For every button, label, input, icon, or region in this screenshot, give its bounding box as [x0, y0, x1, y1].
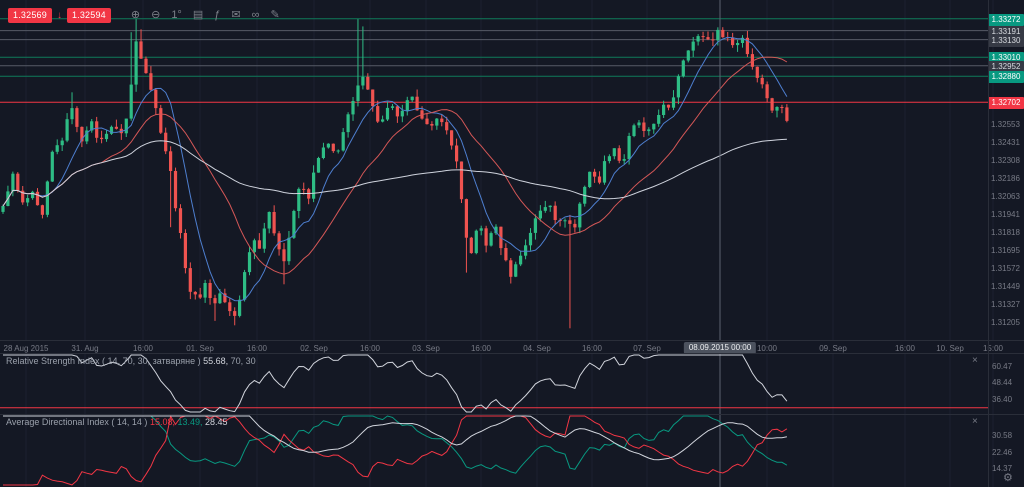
rsi-line — [3, 354, 788, 413]
price-tick-label: 1.31449 — [991, 282, 1020, 291]
indicator-tick-label: 14.37 — [992, 464, 1013, 473]
ask-price-badge[interactable]: 1.32594 — [66, 8, 111, 23]
di-minus-line — [3, 414, 788, 486]
price-tick-label: 1.32186 — [991, 174, 1020, 183]
price-level-badge: 1.32880 — [988, 71, 1024, 83]
adx-pane-divider — [0, 414, 1024, 415]
zoom-out-icon[interactable]: ⊖ — [151, 9, 161, 21]
time-tick-label: 16:00 — [581, 344, 603, 353]
adx-title: Average Directional Index ( 14, 14 ) 15.… — [6, 417, 228, 427]
adx-values: 15.08, 13.49, 28.45 — [150, 417, 228, 427]
price-tick-label: 1.32308 — [991, 156, 1020, 165]
indicator-tick-label: 36.40 — [992, 395, 1013, 404]
quote-bar: 1.32569 ↓ 1.32594 ⊕ ⊖ 1° ▤ ƒ ✉ ∞ ✎ — [8, 8, 280, 23]
price-tick-label: 1.32431 — [991, 138, 1020, 147]
time-tick-label: 16:00 — [470, 344, 492, 353]
chart-type-icon[interactable]: ▤ — [192, 9, 204, 21]
price-tick-label: 1.31205 — [991, 318, 1020, 327]
price-level-badge: 1.32952 — [988, 61, 1024, 73]
time-tick-label: 10:00 — [756, 344, 778, 353]
alerts-icon[interactable]: ✉ — [231, 9, 241, 21]
chart-toolbar: ⊕ ⊖ 1° ▤ ƒ ✉ ∞ ✎ — [131, 10, 280, 21]
rsi-title-text: Relative Strength Index ( 14, 70, 30, за… — [6, 356, 201, 366]
candles — [1, 19, 789, 329]
crosshair-date-badge: 08.09.2015 00:00 — [683, 342, 757, 354]
time-tick-label: 16:00 — [246, 344, 268, 353]
price-tick-label: 1.31572 — [991, 264, 1020, 273]
rsi-title: Relative Strength Index ( 14, 70, 30, за… — [6, 356, 256, 366]
indicator-tick-label: 60.47 — [992, 362, 1013, 371]
time-tick-label: 16:00 — [894, 344, 916, 353]
rsi-close-icon[interactable]: × — [972, 355, 978, 366]
rsi-pane-divider — [0, 353, 1024, 354]
indicator-value: 13.49, — [174, 417, 203, 427]
time-tick-label: 09. Sep — [819, 344, 847, 353]
time-tick-label: 16:00 — [359, 344, 381, 353]
rsi-pane: Relative Strength Index ( 14, 70, 30, за… — [0, 353, 1024, 414]
indicators-icon[interactable]: ƒ — [214, 9, 221, 21]
adx-close-icon[interactable]: × — [972, 416, 978, 427]
ma-fast-line — [2, 36, 788, 302]
time-axis[interactable]: 08.09.2015 00:00 28 Aug 2015 31. Aug 16:00… — [0, 340, 1024, 354]
time-tick-label: 28 Aug 2015 — [3, 344, 49, 353]
indicator-value: 30 — [243, 356, 256, 366]
indicator-tick-label: 48.44 — [992, 378, 1013, 387]
settings-gear-icon[interactable]: ⚙ — [1003, 472, 1013, 484]
adx-title-text: Average Directional Index ( 14, 14 ) — [6, 417, 148, 427]
price-tick-label: 1.32553 — [991, 120, 1020, 129]
time-tick-label: 07. Sep — [633, 344, 661, 353]
adx-indicator-chart[interactable] — [0, 414, 1024, 487]
indicator-value: 28.45 — [202, 417, 228, 427]
adx-line — [3, 415, 787, 461]
price-level-badge: 1.33130 — [988, 35, 1024, 47]
time-tick-label: 16:00 — [132, 344, 154, 353]
indicator-tick-label: 22.46 — [992, 448, 1013, 457]
interval-label[interactable]: 1° — [171, 9, 182, 21]
time-tick-label: 03. Sep — [412, 344, 440, 353]
time-tick-label: 01. Sep — [186, 344, 214, 353]
price-axis[interactable]: 1.32553 1.32431 1.32308 1.32186 1.32063 1.319… — [988, 0, 1024, 340]
zoom-in-icon[interactable]: ⊕ — [130, 9, 141, 21]
indicator-value: 15.08, — [149, 417, 175, 427]
ma-mid-line — [2, 56, 788, 275]
link-icon[interactable]: ∞ — [251, 9, 260, 21]
candlestick-chart[interactable] — [0, 0, 1024, 340]
rsi-indicator-chart[interactable] — [0, 353, 1024, 414]
time-tick-label: 10. Sep — [936, 344, 964, 353]
time-tick-label: 15:00 — [982, 344, 1004, 353]
draw-icon[interactable]: ✎ — [270, 9, 280, 21]
bid-price-badge[interactable]: 1.32569 — [8, 8, 52, 23]
ma-slow-line — [2, 138, 787, 207]
time-tick-label: 31. Aug — [71, 344, 99, 353]
rsi-values: 55.68, 70, 30 — [203, 356, 256, 366]
time-tick-label: 04. Sep — [523, 344, 551, 353]
price-level-badge: 1.32702 — [988, 97, 1024, 109]
price-axis-divider — [988, 0, 989, 487]
price-tick-label: 1.31818 — [991, 228, 1020, 237]
indicator-tick-label: 30.58 — [992, 431, 1013, 440]
price-tick-label: 1.31327 — [991, 300, 1020, 309]
indicator-value: 55.68, — [203, 356, 229, 366]
price-tick-label: 1.31695 — [991, 246, 1020, 255]
price-tick-label: 1.32063 — [991, 192, 1020, 201]
adx-pane: Average Directional Index ( 14, 14 ) 15.… — [0, 414, 1024, 487]
price-tick-label: 1.31941 — [991, 210, 1020, 219]
indicator-value: 70, — [228, 356, 244, 366]
price-down-arrow-icon: ↓ — [56, 10, 62, 21]
price-level-badge: 1.33272 — [988, 14, 1024, 26]
time-tick-label: 02. Sep — [300, 344, 328, 353]
